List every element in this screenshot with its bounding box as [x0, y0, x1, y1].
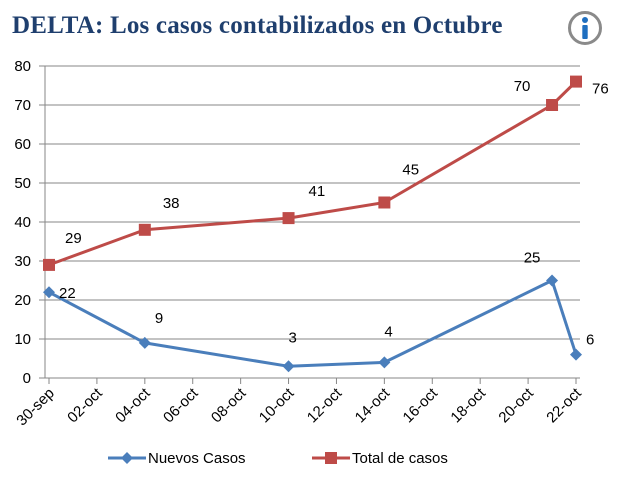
- data-label: 22: [59, 285, 76, 302]
- y-tick-label: 50: [14, 175, 31, 192]
- x-tick-label: 22-oct: [543, 384, 585, 426]
- data-point: [378, 356, 391, 369]
- x-axis-ticks: 30-sep 02-oct 04-oct 06-oct 08-oct 10-oct 12-o…: [13, 384, 585, 429]
- data-label: 29: [65, 230, 82, 247]
- y-tick-label: 40: [14, 214, 31, 231]
- data-point: [570, 348, 582, 361]
- x-tick-label: 06-oct: [160, 384, 202, 426]
- legend-marker: [121, 452, 133, 464]
- data-label: 70: [514, 78, 531, 95]
- y-axis-ticks: 0 10 20 30 40 50 60 70 80: [14, 58, 31, 387]
- legend-label: Nuevos Casos: [148, 450, 246, 467]
- chart-title: DELTA: Los casos contabilizados en Octub…: [12, 12, 503, 39]
- data-point: [138, 223, 151, 236]
- legend-marker: [325, 452, 337, 464]
- data-point: [546, 99, 559, 111]
- data-label: 25: [524, 250, 541, 267]
- x-tick-label: 04-oct: [112, 384, 154, 426]
- data-label: 76: [592, 81, 609, 98]
- legend-label: Total de casos: [352, 450, 448, 467]
- data-point: [282, 360, 295, 373]
- series-line: [48, 279, 578, 368]
- x-tick-label: 10-oct: [256, 384, 298, 426]
- data-label: 45: [402, 162, 419, 179]
- data-point: [43, 258, 55, 271]
- data-point: [570, 75, 582, 88]
- series-group: [43, 75, 582, 373]
- data-label: 38: [163, 195, 180, 212]
- data-labels: 22 9 3 4 25 6 29 38 41 45 70 76: [59, 78, 609, 349]
- x-tick-label: 14-oct: [352, 384, 394, 426]
- data-point: [546, 274, 559, 287]
- y-tick-label: 10: [14, 331, 31, 348]
- data-point: [282, 212, 295, 225]
- gridlines: [45, 65, 580, 340]
- y-tick-label: 0: [23, 370, 31, 387]
- x-tick-label: 20-oct: [495, 384, 537, 426]
- x-tick-label: 30-sep: [13, 385, 57, 429]
- data-label: 9: [155, 310, 163, 327]
- info-icon[interactable]: [567, 10, 603, 46]
- x-tick-label: 02-oct: [64, 384, 106, 426]
- data-label: 3: [289, 329, 297, 346]
- data-point: [43, 286, 55, 299]
- x-tick-label: 18-oct: [448, 384, 490, 426]
- legend: Nuevos Casos Total de casos: [108, 450, 448, 467]
- y-tick-label: 80: [14, 58, 31, 75]
- data-label: 6: [586, 332, 594, 349]
- data-point: [138, 336, 151, 349]
- data-label: 41: [309, 183, 326, 200]
- y-tick-label: 70: [14, 97, 31, 114]
- x-tick-label: 16-oct: [400, 384, 442, 426]
- x-tick-label: 08-oct: [208, 384, 250, 426]
- y-tick-label: 20: [14, 292, 31, 309]
- y-tick-label: 60: [14, 136, 31, 153]
- x-tick-label: 12-oct: [304, 384, 346, 426]
- y-tick-label: 30: [14, 253, 31, 270]
- data-point: [378, 196, 391, 209]
- axes: [39, 65, 580, 384]
- series-line: [48, 80, 578, 267]
- data-label: 4: [384, 323, 392, 340]
